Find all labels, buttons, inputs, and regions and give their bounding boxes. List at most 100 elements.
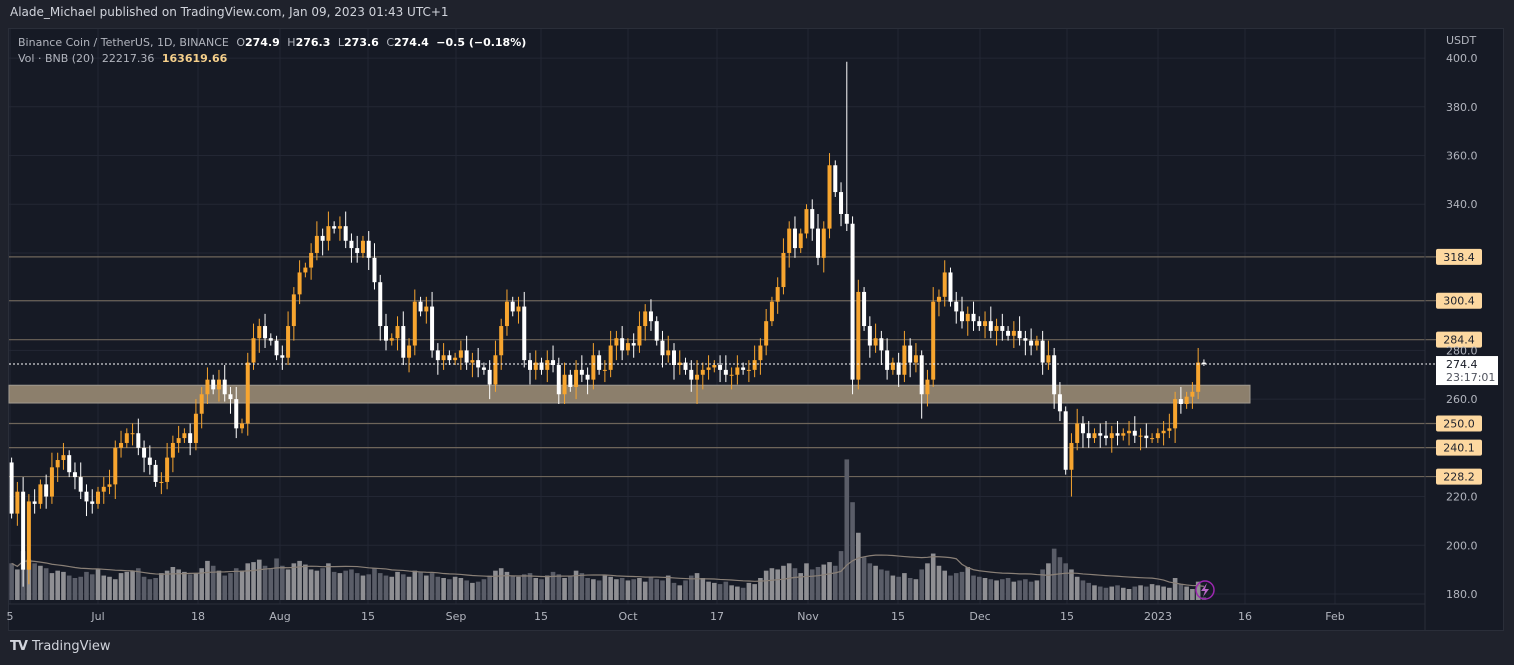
volume-bar xyxy=(1057,557,1063,600)
volume-bar xyxy=(879,569,884,600)
candle-body xyxy=(919,355,924,395)
volume-bar xyxy=(447,579,452,600)
candle-body xyxy=(67,455,72,473)
volume-bar xyxy=(556,574,562,600)
candle-body xyxy=(545,360,550,370)
volume-bar xyxy=(544,575,550,600)
candle-body xyxy=(637,326,642,346)
candle-body xyxy=(1121,433,1126,436)
candle-body xyxy=(470,360,475,363)
candle-body xyxy=(1127,430,1132,434)
candle-body xyxy=(960,311,964,322)
symbol-title: Binance Coin / TetherUS, 1D, BINANCE xyxy=(18,36,229,49)
time-tick-label: 16 xyxy=(1238,610,1252,623)
volume-bar xyxy=(366,574,372,600)
volume-bar xyxy=(1069,569,1074,600)
candle-body xyxy=(384,326,388,341)
volume-bar xyxy=(441,577,446,600)
volume-bar xyxy=(331,571,337,600)
volume-bar xyxy=(873,565,878,600)
volume-bar xyxy=(400,574,406,600)
volume-bar xyxy=(683,580,688,600)
candle-body xyxy=(458,350,463,358)
price-tick-label: 380.0 xyxy=(1446,101,1478,114)
level-label: 318.4 xyxy=(1443,251,1475,264)
candle-body xyxy=(1161,430,1166,434)
candle-body xyxy=(113,447,118,485)
candle-body xyxy=(15,491,20,514)
volume-bar xyxy=(671,582,677,600)
price-tick-label: 400.0 xyxy=(1446,52,1478,65)
last-price-label-bg xyxy=(1436,356,1498,386)
volume-bar xyxy=(596,580,602,600)
candle-body xyxy=(453,357,458,361)
volume-bar xyxy=(919,569,924,600)
volume-bar xyxy=(38,565,43,600)
volume-bar xyxy=(274,558,279,600)
candle-body xyxy=(1109,433,1114,439)
volume-bar xyxy=(475,581,481,600)
volume-bar xyxy=(965,566,971,600)
high-label: H xyxy=(287,36,296,49)
candle-body xyxy=(689,369,694,380)
volume-bar xyxy=(861,557,867,600)
volume-bar xyxy=(452,576,458,600)
candle-body xyxy=(516,306,521,312)
volume-bar xyxy=(84,571,89,600)
volume-ma-line xyxy=(11,554,1204,587)
level-label-bg xyxy=(1436,439,1482,456)
candle-body xyxy=(349,240,354,249)
candle-body xyxy=(1034,340,1039,346)
candle-body xyxy=(291,294,296,327)
volume-bar xyxy=(1195,581,1201,600)
candle-body xyxy=(280,355,285,358)
volume-bar xyxy=(308,569,314,600)
volume-bar xyxy=(867,563,873,600)
candle-body xyxy=(591,355,596,380)
time-tick-label: 15 xyxy=(361,610,375,623)
candle-body xyxy=(1138,435,1143,437)
volume-bar xyxy=(763,570,769,600)
candle-body xyxy=(908,345,913,363)
candle-body xyxy=(165,457,170,482)
volume-bar xyxy=(1017,580,1022,600)
candle-body xyxy=(401,326,406,358)
candle-body xyxy=(758,345,763,361)
volume-bar xyxy=(740,587,746,600)
candle-body xyxy=(666,350,671,356)
candle-body xyxy=(792,228,797,249)
volume-bar xyxy=(429,573,435,600)
time-tick-label: Sep xyxy=(446,610,467,623)
volume-bar xyxy=(251,562,256,600)
candle-body xyxy=(827,165,832,229)
volume-bar xyxy=(1120,587,1126,600)
volume-bar xyxy=(320,568,325,600)
volume-bar xyxy=(942,570,948,600)
candle-body xyxy=(499,326,504,356)
candle-body xyxy=(706,367,711,370)
volume-bar xyxy=(1149,584,1155,600)
volume-bar xyxy=(608,576,613,600)
volume-bar xyxy=(222,575,228,600)
volume-bar xyxy=(562,577,567,600)
volume-bar xyxy=(856,532,861,600)
candle-body xyxy=(412,301,417,346)
volume-bar xyxy=(458,577,464,600)
time-tick-label: Jul xyxy=(90,610,104,623)
volume-bar xyxy=(159,573,164,600)
candle-body xyxy=(1069,442,1074,470)
candle-body xyxy=(602,369,607,371)
candle-body xyxy=(101,486,106,492)
open-label: O xyxy=(236,36,245,49)
candle-body xyxy=(625,343,630,351)
candle-body xyxy=(441,355,446,361)
volume-bar xyxy=(326,563,331,600)
price-tick-label: 200.0 xyxy=(1446,539,1478,552)
volume-bar xyxy=(930,553,936,600)
candle-body xyxy=(182,433,187,439)
candle-body xyxy=(107,484,112,487)
volume-bar xyxy=(1138,585,1143,600)
volume-bar xyxy=(32,563,37,600)
candle-body xyxy=(193,413,198,443)
